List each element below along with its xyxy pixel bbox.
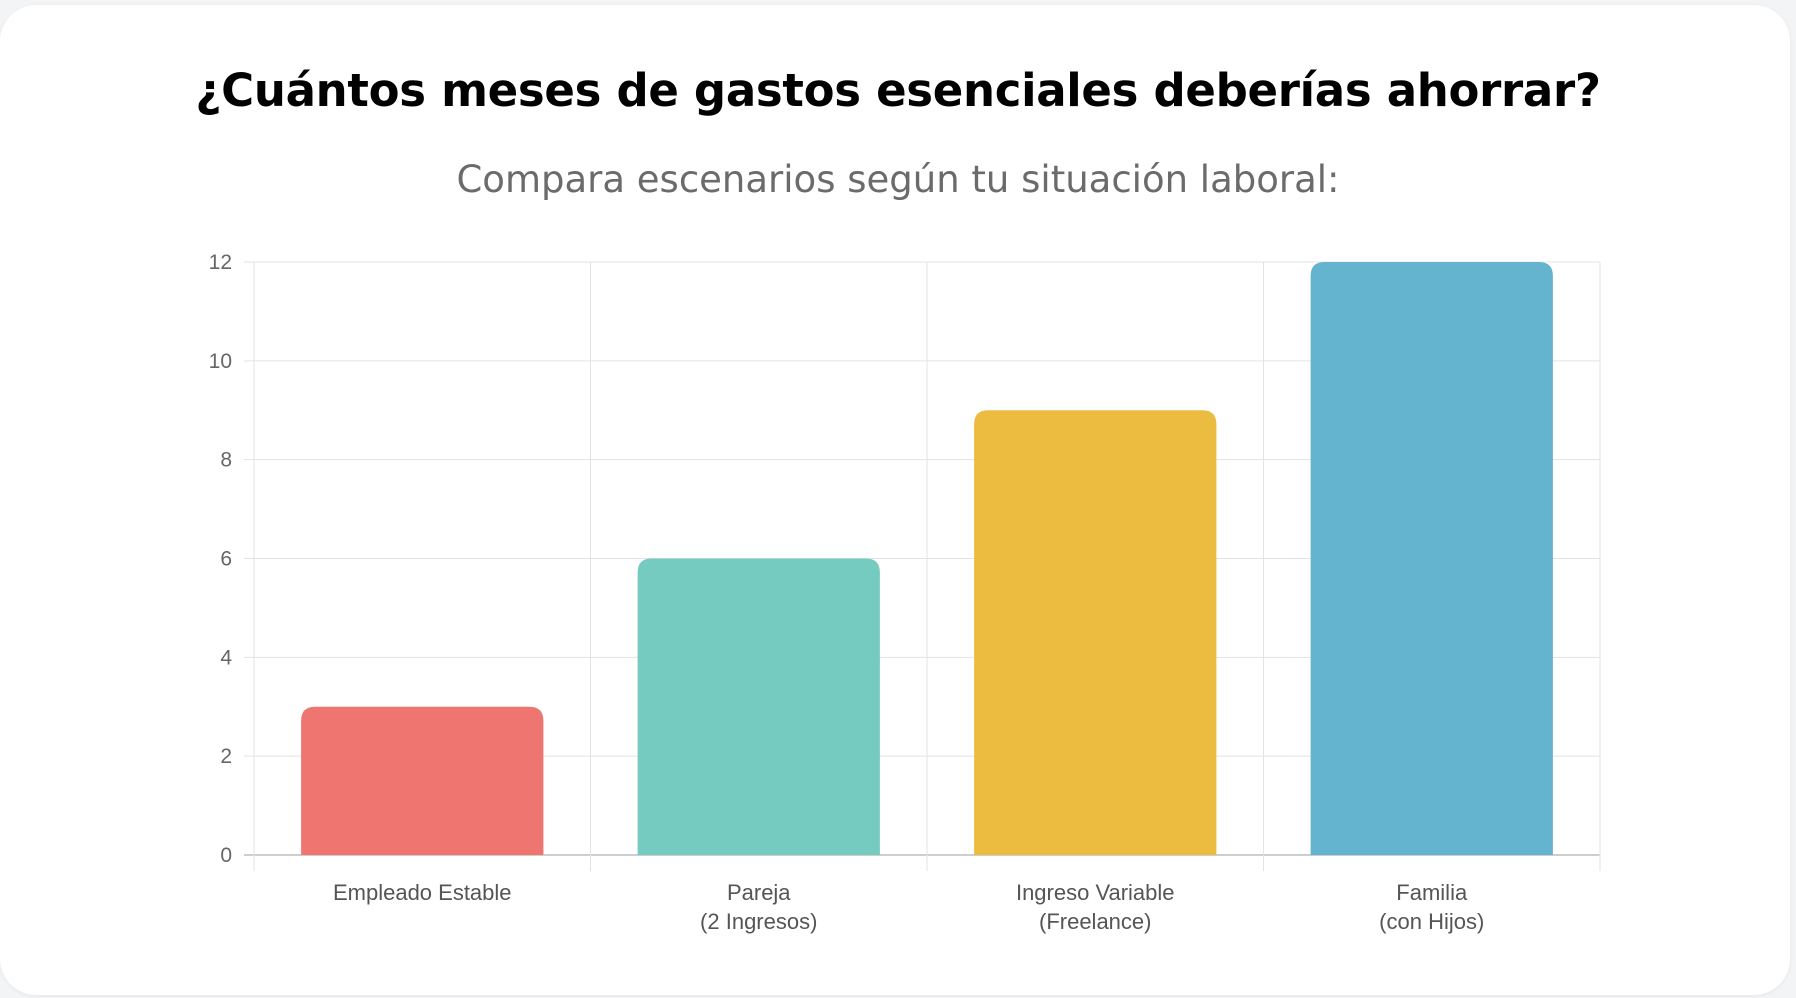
- bar[interactable]: [1310, 262, 1553, 855]
- x-category-label: (con Hijos): [1379, 909, 1484, 934]
- bar[interactable]: [637, 558, 880, 856]
- y-axis-ticks: 0 2 4 6 8 10 12: [209, 251, 233, 867]
- bar[interactable]: [301, 706, 544, 855]
- bar[interactable]: [974, 410, 1217, 855]
- x-category-label: Familia: [1396, 880, 1468, 905]
- y-tick-label: 2: [220, 745, 232, 768]
- y-tick-label: 6: [220, 548, 232, 571]
- bars: [301, 262, 1553, 855]
- y-tick-label: 4: [220, 646, 232, 669]
- y-tick-label: 0: [220, 844, 232, 867]
- x-category-label: (2 Ingresos): [700, 909, 817, 934]
- chart-title: ¿Cuántos meses de gastos esenciales debe…: [195, 64, 1601, 117]
- y-tick-label: 10: [209, 350, 232, 373]
- y-tick-label: 8: [220, 449, 232, 472]
- x-axis-labels: Empleado Estable Pareja (2 Ingresos) Ingres…: [333, 880, 1484, 934]
- chart-subtitle: Compara escenarios según tu situación la…: [456, 158, 1340, 201]
- x-category-label: (Freelance): [1039, 909, 1151, 934]
- x-category-label: Pareja: [727, 880, 791, 905]
- x-category-label: Ingreso Variable: [1016, 880, 1175, 905]
- y-tick-label: 12: [209, 251, 232, 274]
- x-category-label: Empleado Estable: [333, 880, 512, 905]
